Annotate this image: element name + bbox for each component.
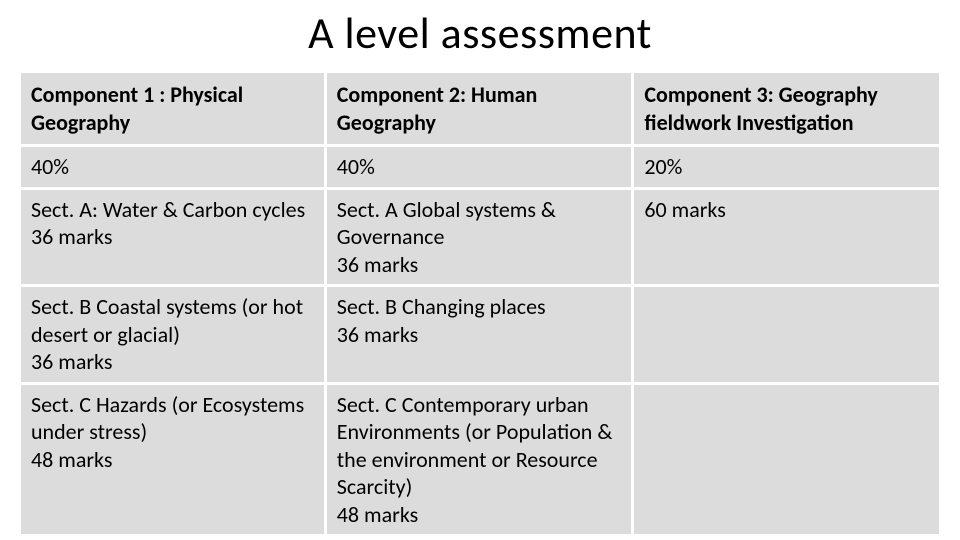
assessment-table: Component 1 : Physical Geography Compone… (18, 70, 942, 537)
table-cell: Sect. B Changing places36 marks (327, 287, 632, 382)
table-cell: 20% (634, 147, 939, 187)
page-title: A level assessment (0, 0, 960, 70)
table-cell: Sect. C Hazards (or Ecosystems under str… (21, 385, 324, 535)
page: A level assessment Component 1 : Physica… (0, 0, 960, 540)
table-cell: Sect. C Contemporary urban Environments … (327, 385, 632, 535)
col-header-component-3: Component 3: Geography fieldwork Investi… (634, 73, 939, 144)
table-row: Sect. A: Water & Carbon cycles36 marks S… (21, 190, 939, 285)
table-cell (634, 385, 939, 535)
table-header-row: Component 1 : Physical Geography Compone… (21, 73, 939, 144)
table-cell (634, 287, 939, 382)
table-cell: Sect. B Coastal systems (or hot desert o… (21, 287, 324, 382)
table-cell: Sect. A: Water & Carbon cycles36 marks (21, 190, 324, 285)
table-cell: Sect. A Global systems & Governance36 ma… (327, 190, 632, 285)
table-cell: 40% (327, 147, 632, 187)
table-row: Sect. C Hazards (or Ecosystems under str… (21, 385, 939, 535)
assessment-table-wrap: Component 1 : Physical Geography Compone… (0, 70, 960, 537)
table-cell: 60 marks (634, 190, 939, 285)
table-cell: 40% (21, 147, 324, 187)
table-row: Sect. B Coastal systems (or hot desert o… (21, 287, 939, 382)
table-row: 40% 40% 20% (21, 147, 939, 187)
col-header-component-2: Component 2: Human Geography (327, 73, 632, 144)
col-header-component-1: Component 1 : Physical Geography (21, 73, 324, 144)
